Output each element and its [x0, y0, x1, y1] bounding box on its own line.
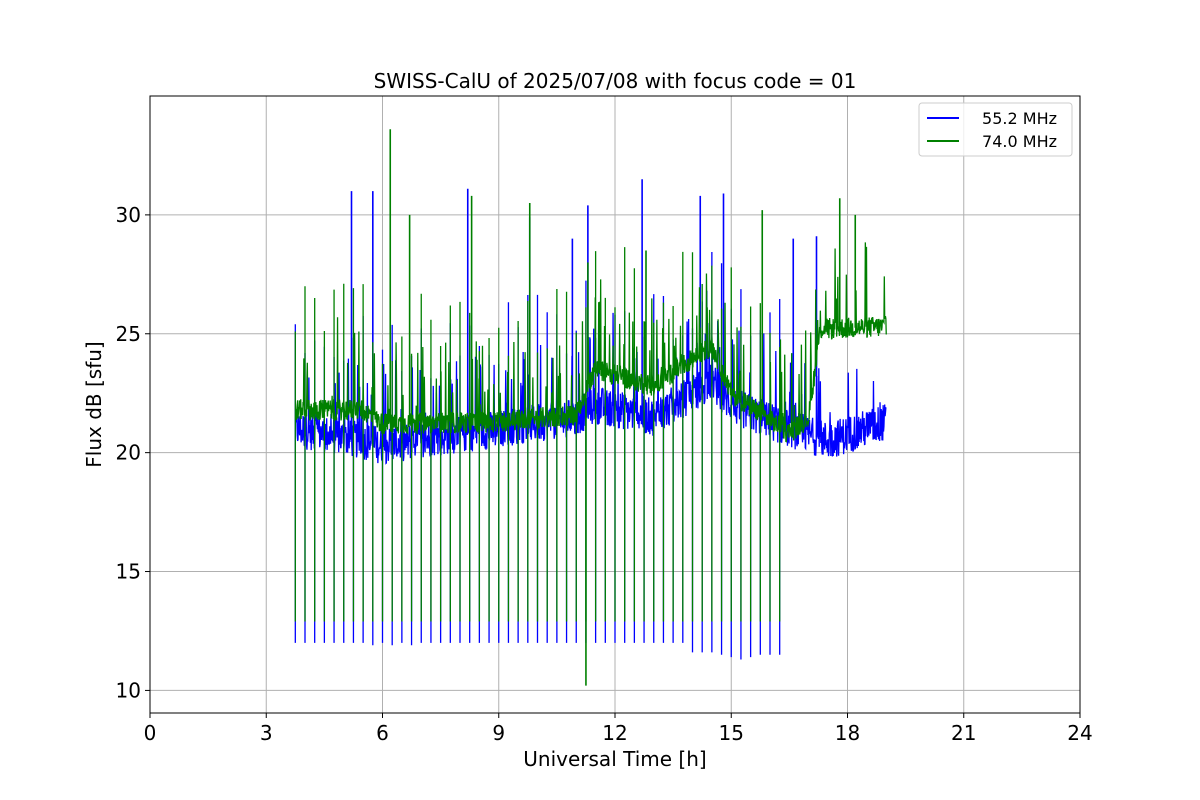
chart-title: SWISS-CalU of 2025/07/08 with focus code…	[374, 69, 857, 93]
x-tick-label: 3	[260, 721, 273, 745]
x-tick-label: 18	[835, 721, 860, 745]
x-axis-label: Universal Time [h]	[523, 747, 706, 771]
series-74-0-mhz	[294, 129, 887, 686]
x-tick-label: 12	[602, 721, 627, 745]
x-tick-label: 15	[719, 721, 744, 745]
x-tick-label: 9	[492, 721, 505, 745]
ticks: 0 3 6 9 12 15 18 21 24 10 15 20 25 30	[116, 203, 1093, 745]
series-line	[294, 252, 887, 660]
y-tick-label: 10	[116, 678, 141, 702]
x-tick-label: 0	[144, 721, 157, 745]
legend: 55.2 MHz 74.0 MHz	[918, 102, 1073, 157]
x-tick-label: 24	[1067, 721, 1092, 745]
x-tick-label: 6	[376, 721, 389, 745]
x-tick-label: 21	[951, 721, 976, 745]
legend-label: 74.0 MHz	[982, 132, 1057, 151]
y-tick-label: 20	[116, 441, 141, 465]
y-axis-label: Flux dB [sfu]	[82, 341, 106, 467]
series-layer	[294, 129, 887, 686]
y-tick-label: 15	[116, 560, 141, 584]
series-line	[294, 242, 887, 622]
y-tick-label: 30	[116, 203, 141, 227]
legend-label: 55.2 MHz	[982, 109, 1057, 128]
y-tick-label: 25	[116, 322, 141, 346]
legend-box	[918, 102, 1073, 157]
